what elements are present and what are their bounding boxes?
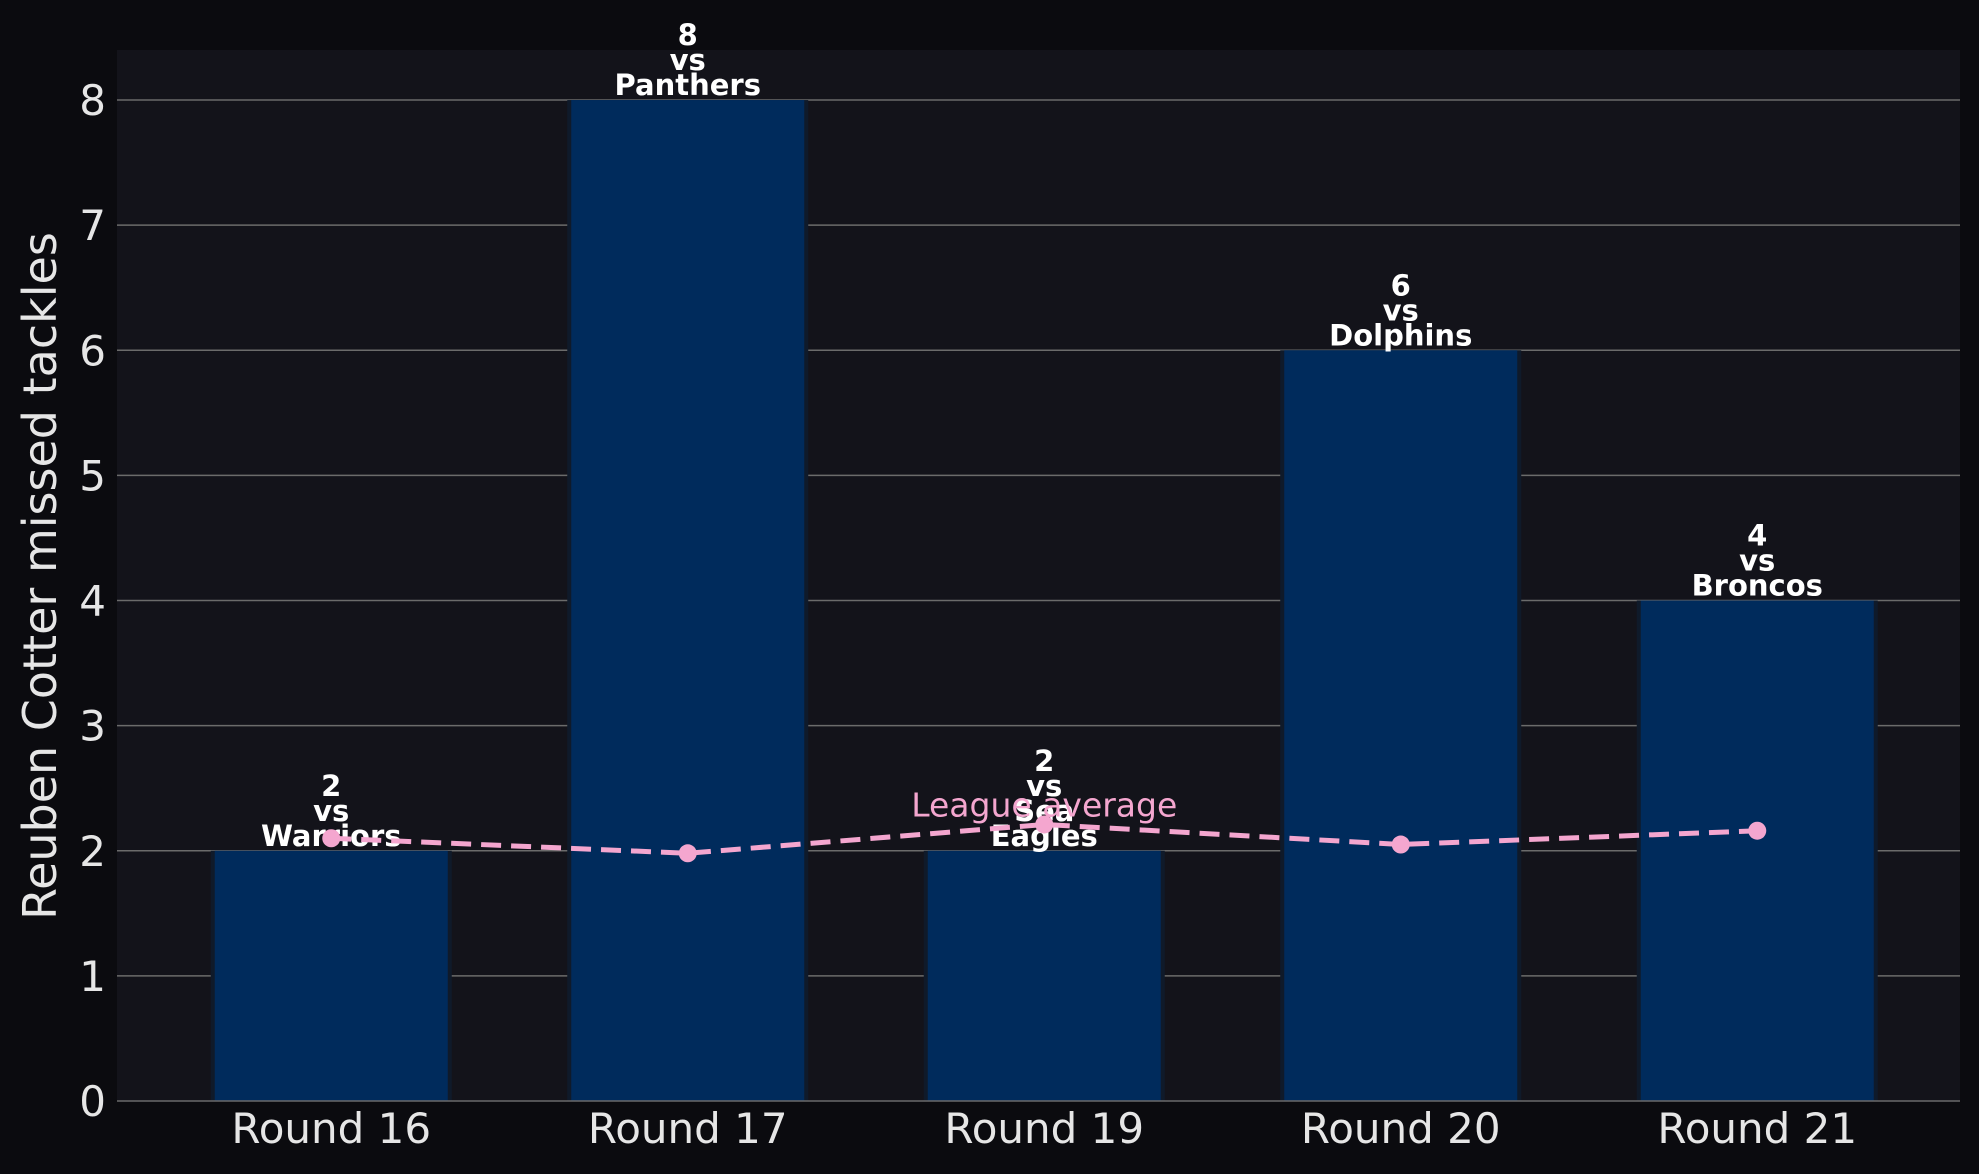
x-tick-label: Round 17 (588, 1104, 788, 1153)
bar (1284, 350, 1518, 1101)
y-tick-label: 6 (79, 326, 106, 375)
bar (214, 850, 448, 1101)
y-tick-label: 2 (79, 827, 106, 876)
y-tick-label: 1 (79, 952, 106, 1001)
y-tick-label: 3 (79, 702, 106, 751)
bar-data-label: 2 (321, 769, 341, 803)
y-tick-label: 4 (79, 577, 106, 626)
league-average-series: League average (322, 785, 1767, 863)
y-tick-label: 7 (79, 201, 106, 250)
league-average-point (1748, 821, 1767, 840)
bar-data-label: 4 (1747, 519, 1767, 553)
x-axis-ticks: Round 16 Round 17 Round 19 Round 20 Round 21 (231, 1104, 1857, 1153)
y-tick-label: 0 (79, 1077, 106, 1126)
y-axis-title: Reuben Cotter missed tackles (13, 232, 67, 920)
bar-data-label: Dolphins (1329, 318, 1472, 352)
x-tick-label: Round 21 (1657, 1104, 1857, 1153)
y-tick-label: 5 (79, 451, 106, 500)
bar-data-label: vs (1739, 544, 1775, 578)
bar-data-label: vs (670, 43, 706, 77)
x-tick-label: Round 16 (231, 1104, 431, 1153)
y-tick-label: 8 (79, 76, 106, 125)
league-average-point (678, 844, 697, 863)
bars (210, 100, 1878, 1102)
x-tick-label: Round 19 (944, 1104, 1144, 1153)
bar-data-label: 2 (1034, 744, 1054, 778)
league-average-point (1391, 835, 1410, 854)
league-average-point (1035, 815, 1054, 834)
bar (571, 100, 805, 1102)
bar-data-label: Broncos (1692, 569, 1823, 603)
league-average-point (322, 829, 341, 848)
y-axis-ticks: 0 1 2 3 4 5 6 7 8 (79, 76, 106, 1126)
x-tick-label: Round 20 (1301, 1104, 1501, 1153)
bar (927, 850, 1161, 1101)
bar (1640, 600, 1874, 1101)
bar-data-label: 6 (1391, 268, 1411, 302)
bar-data-label: vs (313, 794, 349, 828)
bar-data-label: vs (1026, 769, 1062, 803)
bar-data-label: vs (1383, 293, 1419, 327)
bar-data-label: Panthers (615, 68, 761, 102)
bar-data-label: 8 (678, 18, 698, 52)
league-average-label: League average (911, 785, 1177, 824)
